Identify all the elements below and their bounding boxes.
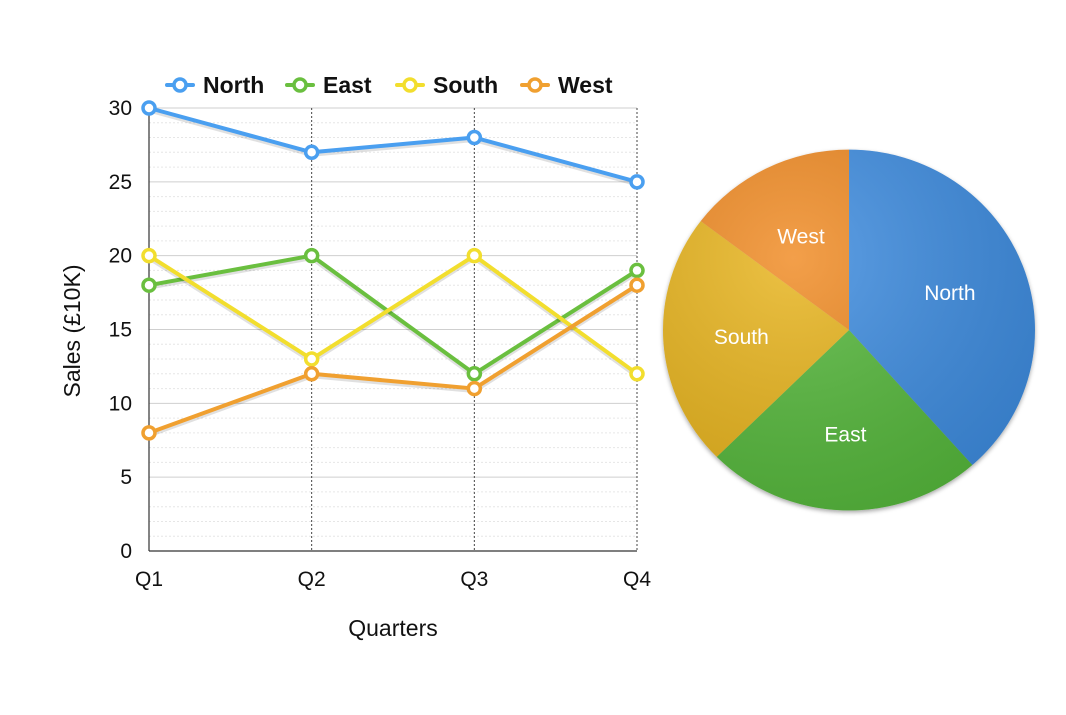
y-tick-label: 0: [120, 540, 132, 563]
legend-label: South: [433, 72, 498, 98]
series-lines: [141, 100, 645, 441]
data-point: [629, 262, 645, 279]
data-point: [629, 277, 645, 293]
series-line: [147, 283, 639, 435]
pie-slice-label: South: [714, 326, 769, 349]
tick-labels: 0 5 10 15 20 25 30 Q1 Q2 Q3 Q4: [109, 97, 652, 591]
x-tick-label: Q2: [298, 568, 326, 591]
pie-slice-label: East: [824, 424, 866, 447]
legend: North East South West: [165, 72, 613, 98]
data-point: [303, 366, 320, 382]
data-point: [303, 247, 320, 264]
series-line: [147, 106, 639, 184]
series-west: [141, 277, 645, 441]
x-tick-label: Q4: [623, 568, 651, 591]
pie-chart: North East South West: [662, 149, 1035, 511]
pie-shine-overlay: [663, 149, 1035, 511]
data-point: [303, 144, 320, 161]
x-tick-label: Q1: [135, 568, 163, 591]
legend-label: East: [323, 72, 372, 98]
data-point: [141, 277, 157, 293]
legend-item-south: South: [395, 72, 498, 98]
line-chart-plot-area: 0 5 10 15 20 25 30 Q1 Q2 Q3 Q4: [109, 97, 652, 591]
data-point: [303, 351, 320, 367]
data-point: [141, 247, 157, 264]
legend-item-north: North: [165, 72, 264, 98]
y-tick-label: 30: [109, 97, 132, 120]
pie-slice-label: West: [777, 225, 825, 248]
data-point: [466, 366, 483, 382]
legend-swatch-marker: [527, 77, 543, 93]
data-point: [141, 100, 157, 116]
x-tick-label: Q3: [460, 568, 488, 591]
series-north: [141, 100, 645, 190]
legend-label: North: [203, 72, 264, 98]
y-tick-label: 15: [109, 319, 132, 342]
y-tick-label: 10: [109, 392, 132, 415]
legend-swatch-marker: [172, 77, 188, 93]
y-tick-label: 5: [120, 466, 132, 489]
data-point: [466, 380, 483, 397]
x-axis-title: Quarters: [348, 615, 437, 641]
y-tick-label: 20: [109, 245, 132, 268]
pie-slice-label: North: [924, 282, 975, 305]
legend-item-west: West: [520, 72, 613, 98]
y-tick-label: 25: [109, 171, 132, 194]
legend-item-east: East: [285, 72, 372, 98]
series-line: [147, 253, 639, 376]
data-point: [466, 247, 483, 264]
data-point: [629, 366, 645, 382]
legend-label: West: [558, 72, 613, 98]
data-point: [629, 174, 645, 190]
grid-lines: [149, 107, 638, 551]
data-point: [141, 425, 157, 441]
legend-swatch-marker: [402, 77, 418, 93]
legend-swatch-marker: [292, 77, 308, 93]
series-east: [141, 247, 645, 382]
y-axis-title: Sales (£10K): [59, 265, 85, 398]
data-point: [466, 129, 483, 146]
series-south: [141, 247, 645, 382]
series-line: [147, 253, 639, 376]
axes: [148, 104, 637, 552]
